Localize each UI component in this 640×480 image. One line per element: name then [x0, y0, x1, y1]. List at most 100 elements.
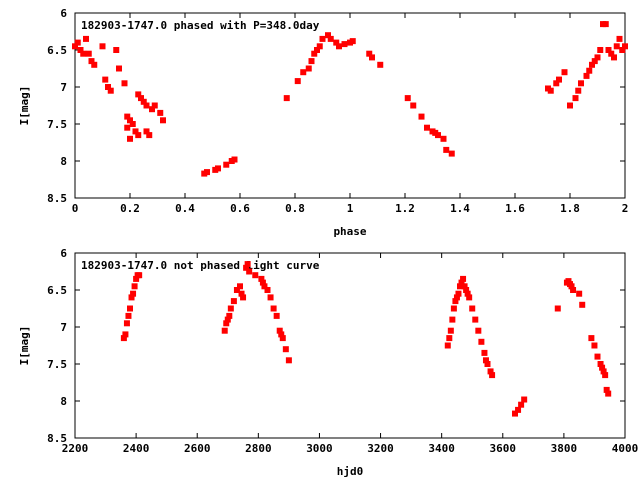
- data-point: [311, 50, 318, 57]
- data-point: [231, 156, 238, 163]
- data-point: [246, 268, 253, 275]
- data-point: [230, 298, 237, 305]
- data-point: [305, 65, 312, 72]
- y-tick-label: 8: [60, 155, 67, 168]
- x-axis-label: hjd0: [337, 465, 364, 478]
- data-point: [130, 290, 137, 297]
- data-point: [579, 301, 586, 308]
- data-point: [160, 117, 166, 124]
- data-point: [553, 80, 560, 87]
- x-tick-label: 3000: [306, 442, 333, 455]
- data-point: [283, 95, 290, 102]
- data-point: [472, 316, 479, 323]
- plot-frame: [74, 252, 626, 439]
- data-point: [444, 342, 451, 349]
- y-axis-label: I[mag]: [18, 326, 31, 366]
- data-point: [122, 331, 129, 338]
- data-point: [131, 283, 138, 290]
- data-point: [135, 91, 142, 98]
- data-point: [135, 132, 142, 139]
- data-point: [449, 316, 456, 323]
- data-point: [572, 95, 579, 102]
- data-point: [475, 327, 482, 334]
- data-point: [223, 320, 230, 327]
- data-point: [418, 113, 425, 120]
- data-point: [127, 305, 133, 312]
- x-tick-label: 0.8: [285, 202, 305, 215]
- data-point: [261, 283, 268, 290]
- data-point: [611, 54, 617, 61]
- data-point: [599, 364, 606, 371]
- data-point: [120, 335, 127, 342]
- data-point: [452, 298, 459, 305]
- data-point: [450, 305, 457, 312]
- chart-title: 182903-1747.0 not phased light curve: [81, 259, 320, 272]
- y-tick-label: 6.5: [47, 284, 67, 297]
- data-point: [325, 32, 331, 39]
- data-point: [133, 275, 140, 282]
- data-point: [223, 161, 230, 168]
- data-point: [466, 294, 473, 301]
- data-point: [448, 150, 455, 157]
- data-point: [224, 316, 231, 323]
- data-point: [238, 290, 245, 297]
- x-tick-label: 2800: [245, 442, 272, 455]
- data-point: [282, 346, 289, 353]
- data-point: [457, 283, 463, 290]
- data-point: [463, 287, 470, 293]
- data-point: [591, 58, 598, 65]
- data-point: [554, 305, 561, 312]
- data-point: [608, 50, 615, 57]
- data-point: [83, 35, 89, 42]
- x-tick-label: 0.6: [230, 202, 250, 215]
- x-tick-label: 1.8: [560, 202, 580, 215]
- x-tick-label: 2400: [123, 442, 150, 455]
- data-point: [127, 135, 133, 142]
- data-point: [99, 43, 106, 50]
- data-point: [127, 117, 133, 124]
- data-point: [602, 21, 609, 28]
- chart-title: 182903-1747.0 phased with P=348.0day: [81, 19, 320, 32]
- data-point: [597, 47, 604, 53]
- x-tick-label: 1.2: [395, 202, 415, 215]
- data-point: [567, 102, 573, 109]
- data-point: [336, 43, 342, 50]
- data-point: [125, 312, 132, 319]
- data-point: [215, 165, 221, 172]
- data-point: [583, 72, 590, 79]
- data-point: [446, 335, 453, 342]
- data-point: [435, 132, 441, 139]
- data-point: [316, 43, 323, 50]
- data-point: [77, 47, 84, 53]
- data-point: [308, 58, 315, 65]
- data-point: [594, 54, 601, 61]
- data-point: [138, 95, 144, 102]
- data-point: [273, 312, 280, 319]
- data-point: [264, 287, 271, 293]
- y-tick-label: 8.5: [47, 192, 67, 205]
- x-tick-label: 4000: [612, 442, 639, 455]
- data-point: [276, 327, 283, 334]
- data-point: [453, 294, 460, 301]
- data-point: [341, 41, 348, 48]
- data-point: [319, 35, 326, 42]
- data-point: [377, 61, 384, 68]
- data-point: [489, 372, 496, 379]
- x-tick-label: 0: [72, 202, 79, 215]
- data-point: [300, 69, 307, 76]
- data-point: [128, 294, 135, 301]
- data-point: [244, 261, 251, 268]
- data-point: [146, 132, 153, 139]
- data-point: [140, 98, 147, 105]
- data-point: [515, 406, 522, 413]
- data-point: [327, 35, 334, 42]
- data-point: [605, 390, 612, 397]
- data-point: [443, 146, 450, 153]
- data-point: [366, 50, 373, 57]
- data-point: [602, 372, 609, 379]
- data-point: [578, 80, 584, 87]
- x-tick-label: 2600: [184, 442, 211, 455]
- data-point: [123, 320, 130, 327]
- data-point: [121, 80, 128, 87]
